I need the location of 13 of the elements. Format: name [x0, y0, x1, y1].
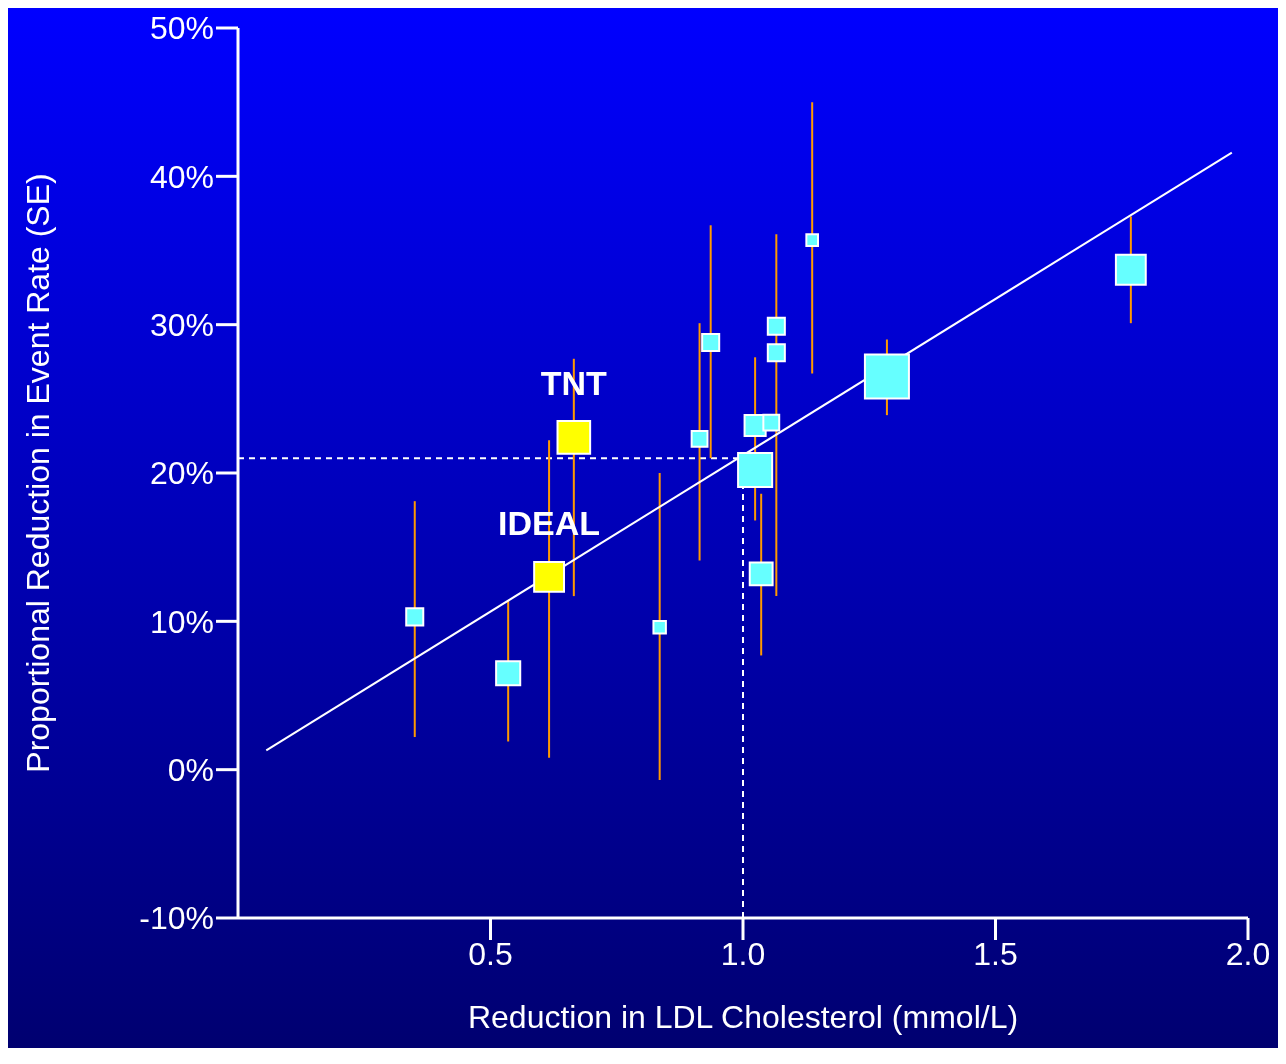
y-tick-label: -10% [139, 900, 214, 937]
y-tick-label: 30% [149, 307, 214, 344]
x-tick-label: 2.0 [1225, 935, 1271, 972]
y-tick-label: 40% [149, 158, 214, 195]
y-tick-label: 10% [149, 603, 214, 640]
x-tick-label: 1.5 [973, 935, 1018, 972]
y-tick-label: 0% [167, 752, 214, 789]
x-axis-title: Reduction in LDL Cholesterol (mmol/L) [467, 999, 1019, 1035]
y-tick-label: 50% [149, 10, 214, 47]
x-tick-label: 0.5 [468, 935, 513, 972]
y-tick-label: 20% [149, 455, 214, 492]
y-axis-title: Proportional Reduction in Event Rate (SE) [20, 173, 57, 773]
x-tick-label: 1.0 [720, 935, 766, 972]
